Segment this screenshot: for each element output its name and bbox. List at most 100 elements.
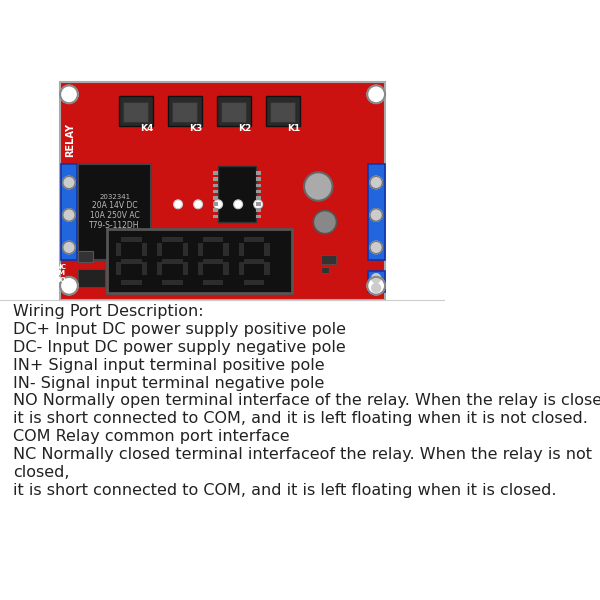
Text: it is short connected to COM, and it is left floating when it is not closed.: it is short connected to COM, and it is … [13, 411, 588, 426]
Bar [182, 262, 188, 275]
Bar [162, 280, 182, 286]
Bar [256, 202, 261, 206]
Text: DC- Input DC power supply negative pole: DC- Input DC power supply negative pole [13, 340, 346, 355]
Text: IN+: IN+ [387, 172, 393, 186]
Text: K2: K2 [238, 124, 251, 133]
Circle shape [60, 277, 78, 295]
Bar [203, 237, 223, 242]
Text: PWR: PWR [387, 262, 393, 280]
Text: K3: K3 [189, 124, 202, 133]
Text: K1: K1 [287, 124, 301, 133]
Bar [157, 262, 162, 275]
Bar [256, 172, 261, 175]
Circle shape [304, 172, 332, 201]
Bar [256, 215, 261, 218]
Bar [142, 242, 147, 256]
Bar [197, 242, 203, 256]
Bar [239, 262, 244, 275]
Text: IN-: IN- [387, 165, 393, 176]
Circle shape [370, 176, 382, 189]
Bar [203, 259, 223, 264]
Bar [168, 96, 202, 127]
Text: IN+ Signal input terminal positive pole: IN+ Signal input terminal positive pole [13, 358, 325, 373]
Bar [223, 242, 229, 256]
Bar [121, 259, 142, 264]
Circle shape [233, 200, 242, 209]
Bar [256, 178, 261, 181]
Bar [256, 184, 261, 187]
Text: NO Normally open terminal interface of the relay. When the relay is closed,: NO Normally open terminal interface of t… [13, 394, 600, 409]
Bar [121, 280, 142, 286]
Text: RELAY: RELAY [65, 123, 76, 157]
Bar [142, 262, 147, 275]
Text: COM Relay common port interface: COM Relay common port interface [13, 429, 290, 444]
Bar [182, 242, 188, 256]
Circle shape [371, 274, 380, 283]
Text: NC: NC [55, 263, 66, 269]
Bar [119, 96, 152, 127]
Circle shape [313, 211, 337, 233]
Bar [213, 190, 218, 193]
Bar [78, 164, 151, 260]
Bar [213, 215, 218, 218]
Circle shape [367, 277, 385, 295]
Text: 10A 250V AC: 10A 250V AC [90, 211, 139, 220]
Text: T79-S-112DH: T79-S-112DH [89, 221, 140, 230]
Bar [162, 237, 182, 242]
Bar [320, 256, 336, 265]
Bar [203, 280, 223, 286]
Circle shape [173, 200, 182, 209]
Bar [121, 237, 142, 242]
Bar [244, 280, 265, 286]
Bar [78, 269, 104, 287]
Bar [213, 202, 218, 206]
Text: it is short connected to COM, and it is left floating when it is closed.: it is short connected to COM, and it is … [13, 482, 557, 497]
Circle shape [194, 200, 203, 209]
Circle shape [370, 209, 382, 221]
Circle shape [63, 241, 75, 254]
Text: CTR: CTR [387, 180, 393, 196]
Bar [60, 82, 385, 300]
Bar [239, 242, 244, 256]
Bar [116, 262, 121, 275]
Bar [265, 262, 270, 275]
Text: Wiring Port Description:: Wiring Port Description: [13, 304, 204, 319]
Bar [265, 242, 270, 256]
Bar [320, 266, 329, 273]
Circle shape [63, 209, 75, 221]
Bar [270, 102, 295, 122]
Bar [244, 237, 265, 242]
Bar [157, 242, 162, 256]
Bar [221, 102, 246, 122]
Bar [223, 262, 229, 275]
Bar [61, 164, 77, 260]
Bar [213, 184, 218, 187]
Bar [124, 102, 148, 122]
Circle shape [63, 176, 75, 189]
Bar [256, 208, 261, 212]
Bar [368, 164, 385, 260]
Bar [116, 242, 121, 256]
Bar [78, 251, 94, 262]
Circle shape [367, 85, 385, 103]
Circle shape [370, 241, 382, 254]
Bar [218, 166, 256, 222]
Bar [213, 178, 218, 181]
Text: DC-: DC- [387, 275, 393, 289]
Bar [244, 259, 265, 264]
Bar [107, 229, 292, 293]
Bar [162, 259, 182, 264]
Text: K4: K4 [140, 124, 154, 133]
Text: closed,: closed, [13, 465, 70, 480]
Bar [197, 262, 203, 275]
Bar [213, 172, 218, 175]
Bar [217, 96, 251, 127]
Bar [172, 102, 197, 122]
Text: DC+: DC+ [387, 268, 393, 285]
Text: COM: COM [48, 270, 66, 276]
Bar [266, 96, 299, 127]
Bar [213, 208, 218, 212]
Text: 20A 14V DC: 20A 14V DC [92, 201, 137, 210]
Text: DC+ Input DC power supply positive pole: DC+ Input DC power supply positive pole [13, 322, 346, 337]
Text: 2032341: 2032341 [99, 194, 130, 200]
